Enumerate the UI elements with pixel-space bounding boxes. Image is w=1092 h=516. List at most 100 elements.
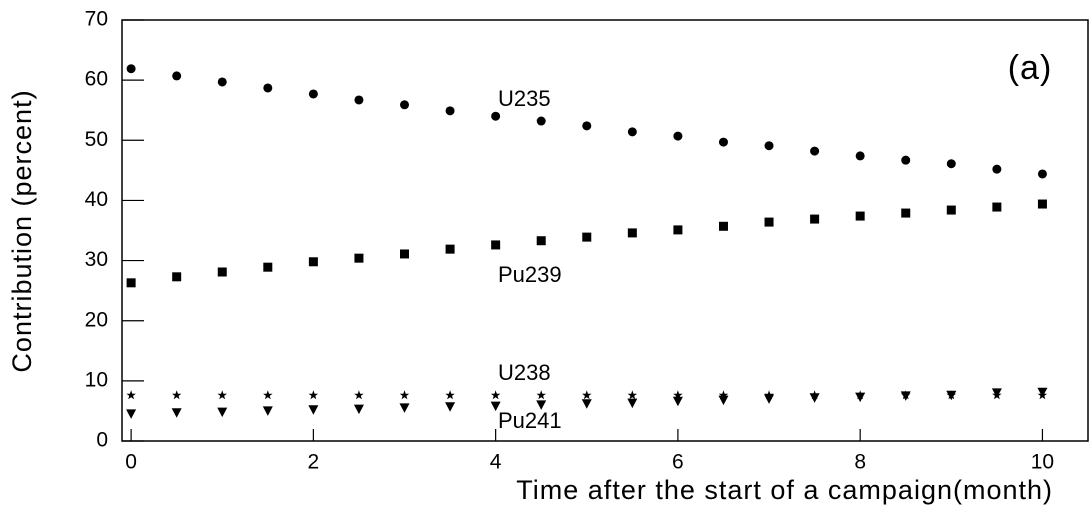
marker [445,106,455,116]
marker [263,390,273,400]
marker [673,390,683,400]
y-tick-label: 10 [85,368,108,391]
marker [126,409,137,419]
marker [946,205,956,215]
marker [126,390,136,400]
y-axis-title: Contribution (percent) [7,89,37,372]
x-tick-label: 6 [672,451,684,474]
marker [900,391,911,401]
marker [992,164,1002,174]
marker [262,406,273,416]
marker [490,390,501,400]
marker [718,395,729,406]
marker [673,225,683,235]
series-label: U235 [498,86,551,111]
y-tick-label: 30 [85,248,108,271]
marker [490,401,501,412]
marker [855,211,865,221]
panel-label: (a) [1008,49,1053,87]
marker [399,403,410,413]
y-tick-label: 40 [85,188,108,211]
marker [901,155,911,165]
marker [172,71,182,81]
x-tick-label: 0 [125,451,137,474]
marker [445,244,455,254]
y-tick-label: 70 [85,8,108,31]
marker [992,202,1002,212]
marker [217,267,227,277]
marker [308,89,318,99]
marker [764,394,775,404]
marker [627,398,638,409]
marker [217,77,227,87]
marker [263,83,273,93]
marker [672,396,683,407]
series-label: U238 [498,360,551,385]
x-tick-label: 4 [490,451,502,474]
marker [901,208,911,218]
series-label: Pu239 [498,262,562,287]
marker [582,232,592,242]
x-tick-label: 10 [1031,451,1054,474]
marker [400,100,410,110]
marker [627,390,638,400]
marker [991,388,1002,398]
marker [491,111,501,121]
marker [354,95,364,105]
marker [217,407,228,418]
marker [308,405,319,415]
y-tick-label: 20 [85,308,108,331]
marker [764,141,774,151]
marker [491,240,501,250]
marker [582,390,592,400]
marker [126,278,136,288]
marker [172,272,182,282]
y-tick-label: 60 [85,68,108,91]
marker [217,390,227,400]
marker [810,214,820,224]
marker [536,400,547,410]
marker [536,236,546,246]
marker [627,228,637,238]
marker [399,390,410,400]
marker [353,404,364,415]
marker [1037,169,1047,179]
series-label: Pu241 [498,408,562,433]
marker [809,393,820,403]
marker [810,146,820,156]
y-tick-label: 50 [85,128,108,151]
x-tick-label: 8 [854,451,866,474]
x-axis-title: Time after the start of a campaign(month… [516,475,1053,505]
marker [263,262,273,272]
plot-frame [121,19,1089,442]
marker [1037,387,1048,398]
marker [718,390,729,400]
marker [354,390,364,400]
marker [764,217,774,227]
marker [445,402,456,412]
marker [1037,199,1047,209]
marker [354,253,364,263]
marker [718,137,728,147]
marker [171,408,182,418]
marker [536,116,546,126]
marker [627,127,637,137]
marker [445,390,455,400]
x-tick-label: 2 [308,451,320,474]
marker [171,390,182,400]
marker [582,121,592,131]
marker [536,390,546,400]
marker [400,249,410,259]
marker [946,390,957,401]
marker [308,390,319,400]
marker [581,399,592,409]
y-tick-label: 0 [96,429,108,452]
marker [855,151,865,161]
marker [126,64,136,74]
marker [718,221,728,231]
marker [855,392,866,403]
marker [946,159,956,169]
marker [673,131,683,141]
marker [308,257,318,267]
